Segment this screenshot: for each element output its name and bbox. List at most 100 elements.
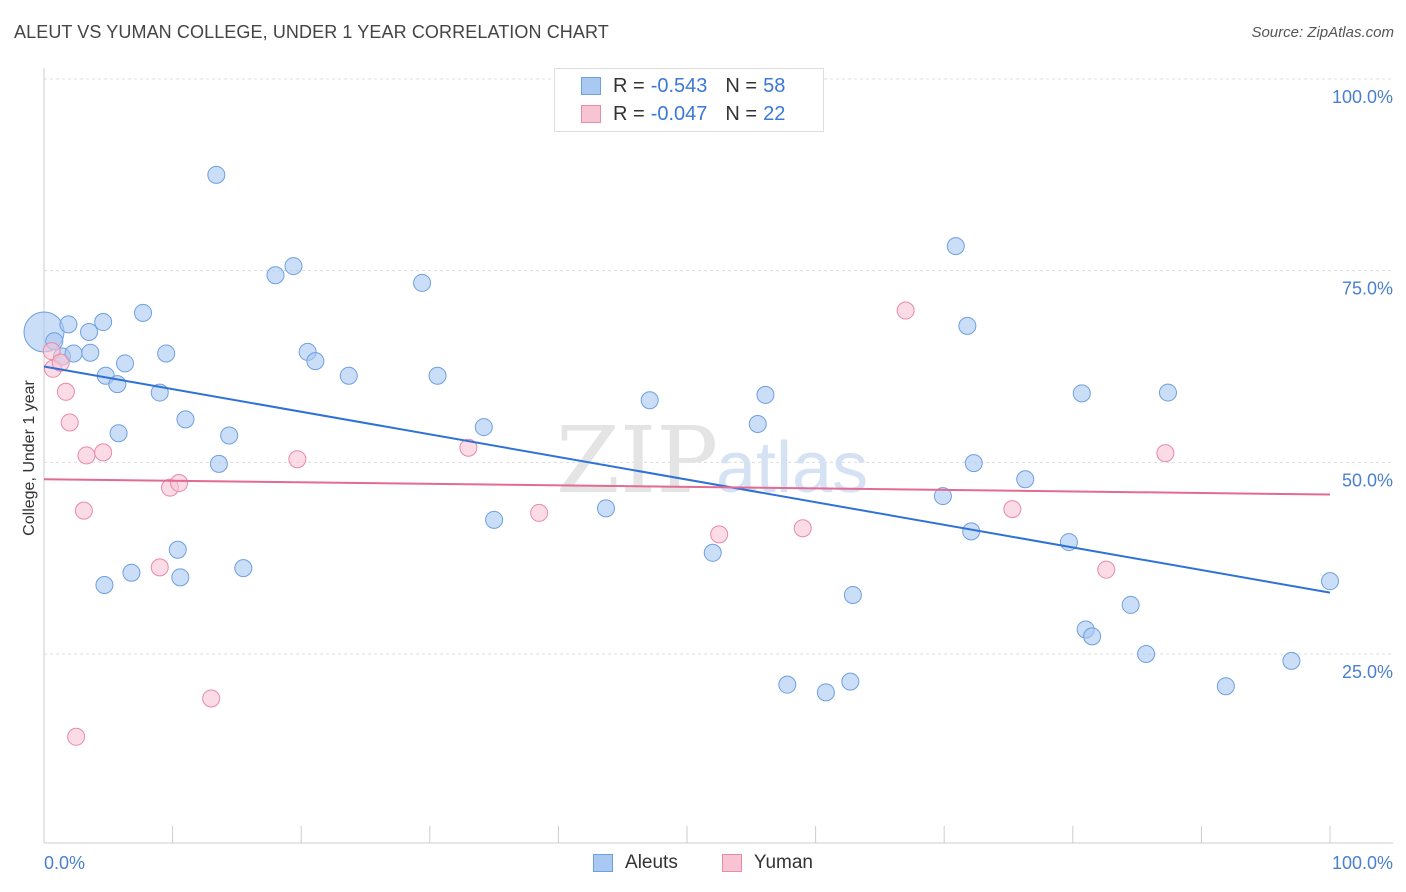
data-point	[51, 353, 70, 372]
data-point	[157, 344, 176, 363]
data-point	[778, 675, 797, 694]
data-point	[94, 443, 113, 462]
data-point	[640, 391, 659, 410]
y-tick-label: 75.0%	[1342, 279, 1393, 299]
legend-row-yuman: R = -0.047 N = 22	[555, 100, 785, 128]
data-point	[67, 727, 86, 746]
data-point	[134, 303, 153, 322]
trend-line	[43, 365, 1331, 594]
legend-swatch-yuman	[581, 105, 601, 123]
watermark-atlas: atlas	[716, 428, 868, 508]
data-point	[413, 273, 432, 292]
legend-label-aleuts: Aleuts	[625, 852, 678, 873]
legend-item-aleuts[interactable]: Aleuts	[593, 852, 678, 874]
data-point	[933, 487, 952, 506]
data-point	[56, 382, 75, 401]
series-yuman	[42, 301, 1175, 746]
data-point	[116, 354, 135, 373]
data-point	[530, 503, 549, 522]
data-point	[207, 165, 226, 184]
data-point	[793, 519, 812, 538]
source-label: Source: ZipAtlas.com	[1251, 24, 1394, 41]
axes	[43, 68, 1393, 844]
data-point	[756, 385, 775, 404]
data-point	[1321, 572, 1339, 591]
data-point	[1097, 560, 1116, 579]
data-point	[748, 415, 767, 433]
data-point	[95, 576, 114, 594]
data-point	[171, 568, 190, 587]
data-point	[1137, 645, 1156, 663]
data-point	[1156, 444, 1175, 463]
legend-swatch-aleuts	[593, 854, 614, 872]
data-point	[306, 352, 325, 371]
data-point	[946, 237, 965, 256]
y-tick-label: 100.0%	[1332, 87, 1393, 107]
data-point	[284, 257, 303, 276]
data-point	[474, 418, 493, 437]
data-point	[150, 558, 169, 577]
trend-line	[43, 478, 1331, 496]
data-point	[339, 366, 358, 385]
data-point	[234, 559, 253, 578]
data-point	[958, 316, 977, 335]
legend-n-value: 58	[763, 74, 786, 97]
data-point	[80, 323, 99, 341]
legend-r-label: R =	[613, 74, 645, 97]
series-aleuts	[23, 165, 1339, 702]
legend-swatch-aleuts	[581, 77, 601, 95]
data-point	[485, 510, 504, 529]
chart-title: ALEUT VS YUMAN COLLEGE, UNDER 1 YEAR COR…	[14, 22, 609, 42]
data-point	[816, 683, 835, 702]
legend-item-yuman[interactable]: Yuman	[721, 852, 813, 874]
data-point	[896, 301, 915, 320]
data-point	[170, 474, 189, 493]
legend-n-label: N =	[725, 102, 758, 125]
x-tick-label: 100.0%	[1332, 853, 1393, 873]
data-point	[202, 689, 221, 708]
data-point	[841, 672, 860, 691]
data-point	[77, 446, 96, 465]
stats-legend: R = -0.543 N = 58 R = -0.047 N = 22	[554, 68, 824, 132]
legend-n-value: 22	[763, 102, 786, 125]
legend-n-label: N =	[725, 74, 758, 97]
series-legend: Aleuts Yuman	[0, 852, 1406, 874]
data-point	[220, 426, 239, 445]
legend-r-label: R =	[613, 102, 645, 125]
x-tick-label: 0.0%	[44, 853, 85, 873]
y-tick-label: 50.0%	[1342, 470, 1393, 490]
y-tick-label: 25.0%	[1342, 662, 1393, 682]
legend-r-value: -0.543	[650, 74, 708, 97]
data-point	[964, 454, 983, 473]
data-point	[1016, 470, 1035, 489]
data-point	[109, 424, 128, 443]
data-point	[710, 525, 729, 544]
watermark: ZIP atlas	[556, 407, 868, 514]
data-point	[1003, 500, 1022, 519]
data-point	[74, 501, 93, 520]
data-point	[266, 266, 285, 285]
data-point	[596, 499, 615, 518]
data-point	[59, 315, 78, 334]
data-point	[703, 543, 722, 562]
data-point	[1072, 384, 1091, 403]
data-point	[288, 450, 307, 469]
data-point	[168, 540, 187, 559]
data-point	[843, 585, 862, 604]
legend-label-yuman: Yuman	[753, 852, 813, 873]
data-point	[1282, 651, 1301, 670]
data-point	[94, 313, 113, 332]
data-point	[176, 410, 195, 429]
legend-row-aleuts: R = -0.543 N = 58	[555, 72, 785, 100]
data-point	[1158, 383, 1177, 402]
data-point	[459, 438, 478, 457]
legend-swatch-yuman	[721, 854, 742, 872]
legend-r-value: -0.047	[650, 102, 708, 125]
data-point	[209, 454, 228, 473]
y-axis-label: College, Under 1 year	[21, 380, 38, 536]
data-point	[1216, 677, 1235, 696]
data-point	[122, 563, 141, 582]
trend-lines	[43, 365, 1331, 594]
data-point	[1121, 595, 1140, 614]
